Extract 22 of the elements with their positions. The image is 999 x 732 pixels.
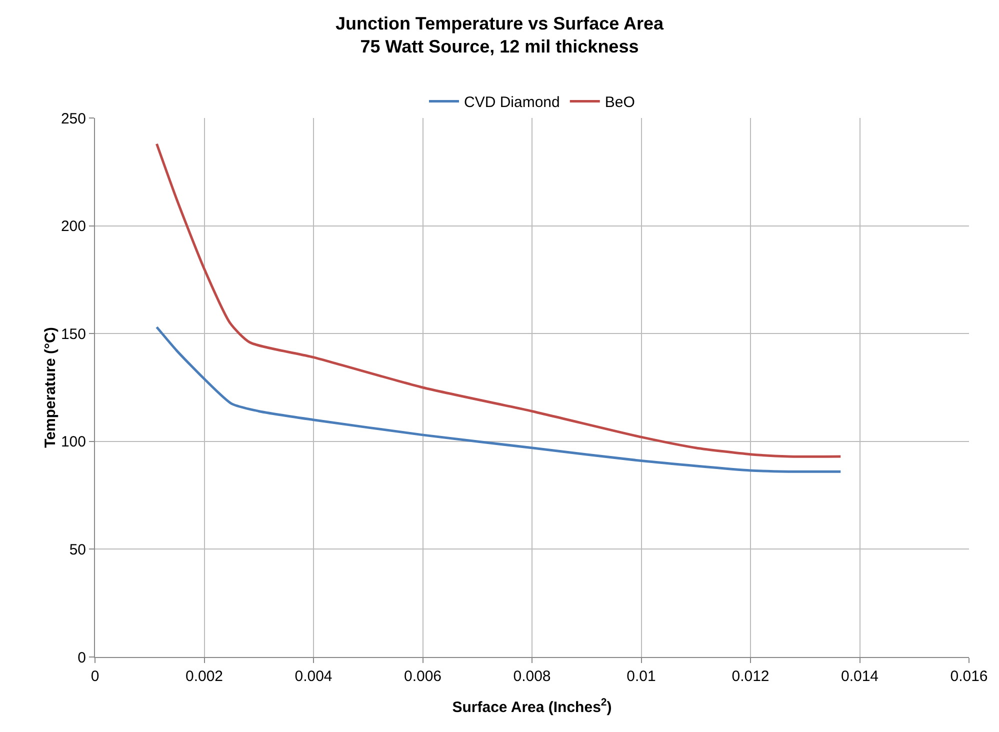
y-tick-label: 150 [60, 326, 86, 343]
y-tick-label: 200 [60, 218, 86, 236]
y-tick-label: 50 [69, 541, 86, 558]
chart-title: Junction Temperature vs Surface Area 75 Watt Source, 12 mil thickness [335, 13, 665, 57]
legend-label: CVD Diamond [464, 94, 560, 112]
x-tick-label: 0.014 [840, 668, 879, 685]
legend-label: BeO [604, 94, 635, 112]
x-tick-label: 0.01 [626, 668, 656, 685]
y-tick-label: 250 [60, 110, 86, 128]
x-tick-label: 0 [90, 668, 100, 685]
x-tick-label: 0.016 [950, 668, 988, 685]
x-tick-label: 0.002 [185, 668, 224, 685]
x-tick-label: 0.012 [732, 668, 770, 685]
x-axis-title: Surface Area (Inches$^{2}$) [452, 696, 612, 716]
line-series [155, 142, 842, 458]
x-tick-label: 0.004 [294, 668, 332, 685]
x-tick-label: 0.008 [513, 668, 551, 685]
y-tick-label: 0 [78, 649, 86, 666]
y-axis-title: Temperature (°C) [42, 327, 59, 448]
x-tick-label: 0.006 [404, 668, 442, 685]
line-series [155, 326, 842, 473]
y-tick-label: 100 [60, 434, 86, 451]
